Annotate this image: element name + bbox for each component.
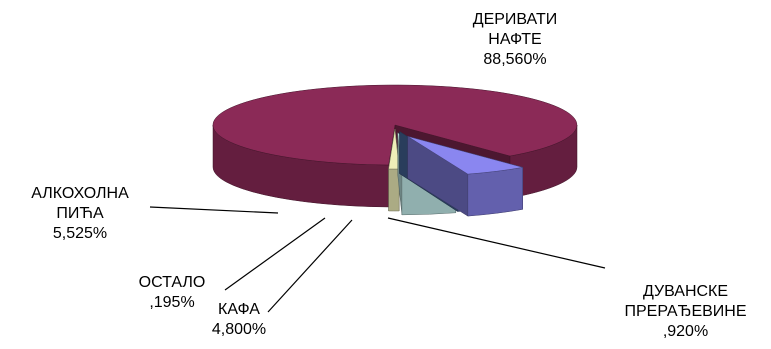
slice-label-alkoholna-pica: АЛКОХОЛНА ПИЋА 5,525% [31,185,129,242]
leader-line-kafa [267,219,353,313]
slice-label-derivati-nafte: ДЕРИВАТИ НАФТЕ 88,560% [472,11,558,68]
leader-line-alkoholna-pica [149,206,279,214]
slice-label-ostalo: ОСТАЛО ,195% [138,274,206,311]
pie-slice-alkoholna-pica [407,135,523,217]
slice-label-kafa: КАФА 4,800% [211,301,267,338]
pie-slice-derivati-nafte [212,84,578,208]
leader-line-duvanske-preradjevine [387,217,606,269]
leader-lines [149,206,606,313]
slice-label-duvanske-preradjevine: ДУВАНСКЕ ПРЕРАЂЕВИНЕ ,920% [624,283,747,340]
pie-slices [212,84,578,217]
leader-line-ostalo [224,217,326,291]
